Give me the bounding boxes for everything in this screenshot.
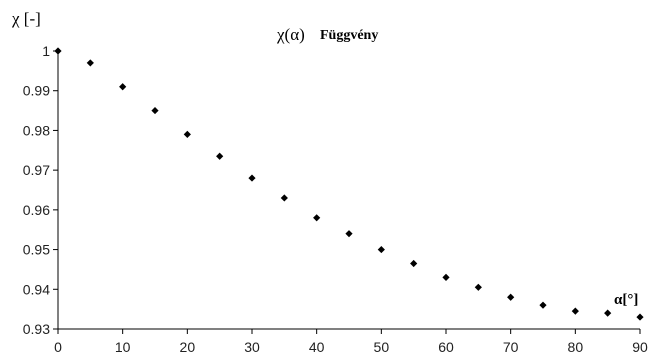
data-point: [571, 307, 579, 315]
y-tick-label: 0.95: [23, 242, 50, 258]
x-tick-label: 20: [180, 339, 196, 355]
axes: [57, 51, 640, 330]
data-point: [119, 83, 127, 91]
chart-title-symbol: χ(α): [276, 25, 305, 44]
data-point: [507, 293, 515, 301]
data-point: [636, 313, 644, 321]
y-tick-label: 0.97: [23, 162, 50, 178]
chart-title-word: Függvény: [320, 28, 378, 43]
x-tick-label: 0: [54, 339, 62, 355]
data-point: [248, 174, 256, 182]
data-point: [377, 245, 385, 254]
data-point: [280, 194, 288, 202]
x-tick-label: 30: [244, 339, 260, 355]
data-point: [539, 301, 547, 309]
x-tick-label: 70: [503, 339, 519, 355]
data-point: [474, 283, 482, 291]
y-axis-label: χ [-]: [11, 9, 41, 28]
data-point: [151, 106, 159, 115]
y-tick-label: 0.99: [23, 83, 50, 99]
data-point: [216, 152, 224, 160]
y-tick-label: 1: [42, 43, 50, 59]
data-point: [313, 214, 321, 222]
y-tick-label: 0.98: [23, 122, 50, 138]
data-point: [183, 130, 191, 138]
x-tick-label: 90: [632, 339, 648, 355]
x-axis-label: α[°]: [614, 292, 638, 308]
data-point: [54, 47, 62, 55]
data-point: [442, 273, 450, 281]
x-tick-label: 80: [568, 339, 584, 355]
x-tick-label: 10: [115, 339, 131, 355]
x-tick-label: 50: [374, 339, 390, 355]
data-point: [345, 230, 353, 238]
x-tick-label: 40: [309, 339, 325, 355]
data-point: [604, 309, 612, 317]
data-point: [410, 259, 418, 268]
data-point: [86, 59, 94, 67]
x-tick-label: 60: [438, 339, 454, 355]
data-points: [54, 47, 644, 321]
y-tick-label: 0.96: [23, 202, 50, 218]
y-tick-label: 0.94: [23, 281, 50, 297]
ticks: 1 0.99 0.98 0.97 0.96 0.95 0.94 0.930 10 20 30 40 50…: [23, 43, 648, 355]
y-tick-label: 0.93: [23, 321, 50, 337]
